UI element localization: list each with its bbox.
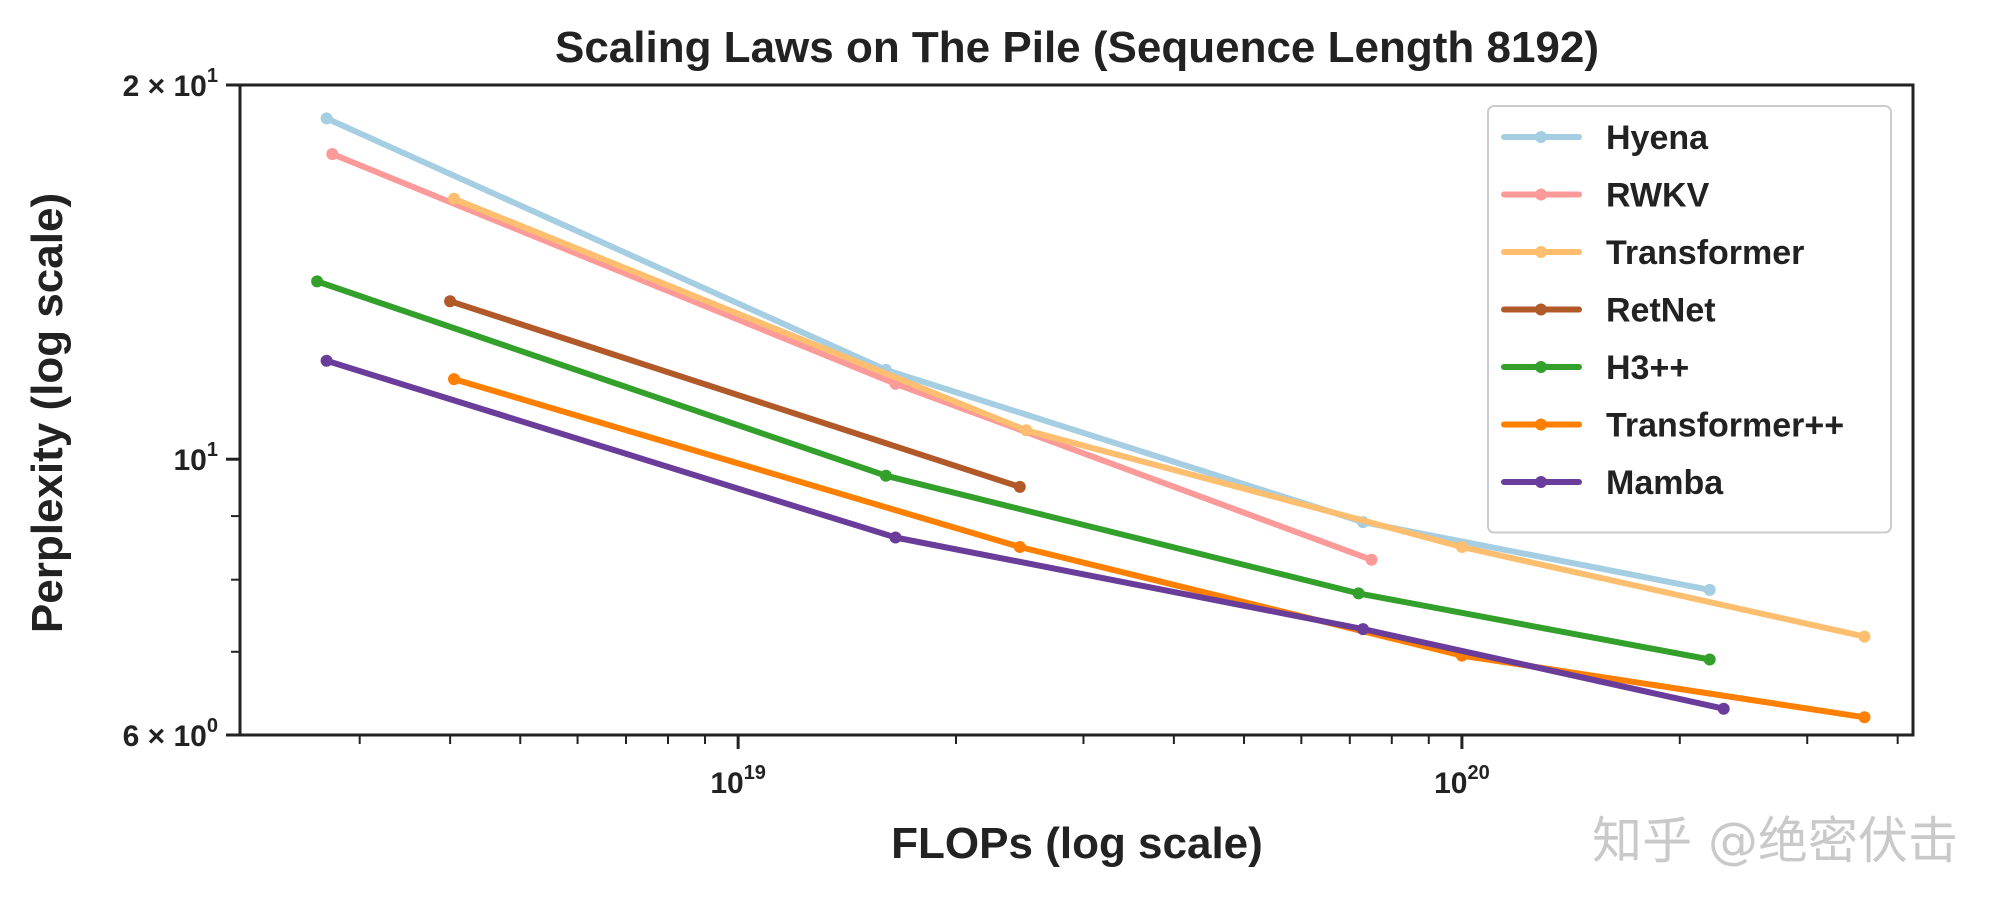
series-line-h3pp xyxy=(314,278,1713,663)
y-tick-label-2: 6 × 100 xyxy=(123,715,218,753)
legend-marker-hyena xyxy=(1535,131,1547,143)
data-point-retnet-1 xyxy=(1013,480,1026,493)
chart-title: Scaling Laws on The Pile (Sequence Lengt… xyxy=(555,23,1599,72)
data-point-h3pp-3 xyxy=(1703,653,1716,666)
legend-label-mamba: Mamba xyxy=(1606,464,1724,502)
legend: Hyena RWKV Transformer RetNet H3++ Transforme… xyxy=(1487,105,1892,534)
data-point-transformerpp-3 xyxy=(1858,711,1871,724)
legend-marker-mamba xyxy=(1535,476,1547,488)
plot-frame xyxy=(238,83,1915,737)
data-point-transformerpp-1 xyxy=(1013,541,1026,553)
data-point-rwkv-0 xyxy=(326,148,339,160)
data-point-transformerpp-0 xyxy=(448,373,460,386)
data-point-h3pp-2 xyxy=(1352,587,1365,600)
legend-label-rwkv: RWKV xyxy=(1606,177,1710,215)
legend-marker-rwkv xyxy=(1535,188,1547,201)
watermark-text: 知乎 @绝密伏击 xyxy=(1592,812,1958,870)
x-tick-label-1: 1020 xyxy=(1434,762,1490,800)
legend-label-transformerpp: Transformer++ xyxy=(1606,407,1844,445)
legend-marker-h3pp xyxy=(1535,361,1547,373)
legend-label-retnet: RetNet xyxy=(1606,292,1716,330)
legend-box xyxy=(1487,105,1892,534)
axes: 1019 1020 2 × 101 101 6 × 100 xyxy=(123,65,1915,800)
legend-label-h3pp: H3++ xyxy=(1606,349,1689,387)
data-point-transformer-0 xyxy=(448,192,460,205)
data-point-h3pp-1 xyxy=(879,469,892,482)
x-tick-label-0: 1019 xyxy=(710,762,766,800)
data-point-hyena-0 xyxy=(320,112,333,125)
series-line-transformerpp xyxy=(451,376,1868,721)
data-point-h3pp-0 xyxy=(311,275,324,288)
data-point-transformer-1 xyxy=(1020,424,1033,437)
legend-marker-transformerpp xyxy=(1535,418,1547,431)
legend-label-hyena: Hyena xyxy=(1606,119,1709,157)
data-point-transformer-3 xyxy=(1858,630,1871,643)
data-point-retnet-0 xyxy=(444,295,457,308)
legend-marker-retnet xyxy=(1535,303,1547,316)
x-axis-label: FLOPs (log scale) xyxy=(891,819,1263,868)
legend-marker-transformer xyxy=(1535,246,1547,258)
series-line-mamba xyxy=(323,357,1727,712)
y-tick-label-1: 101 xyxy=(174,439,219,477)
data-point-mamba-3 xyxy=(1717,702,1730,715)
data-point-hyena-3 xyxy=(1703,583,1716,596)
series-line-transformer xyxy=(451,195,1868,640)
y-axis-label: Perplexity (log scale) xyxy=(23,193,72,633)
series-line-hyena xyxy=(323,115,1713,593)
data-point-mamba-2 xyxy=(1357,623,1369,636)
data-point-rwkv-2 xyxy=(1365,553,1378,566)
series-line-retnet xyxy=(447,298,1023,490)
data-point-transformer-2 xyxy=(1455,541,1468,553)
plot-area xyxy=(311,112,1871,724)
y-tick-label-0: 2 × 101 xyxy=(123,65,218,103)
data-point-mamba-0 xyxy=(320,354,333,367)
legend-label-transformer: Transformer xyxy=(1606,234,1804,272)
data-point-mamba-1 xyxy=(889,531,902,544)
